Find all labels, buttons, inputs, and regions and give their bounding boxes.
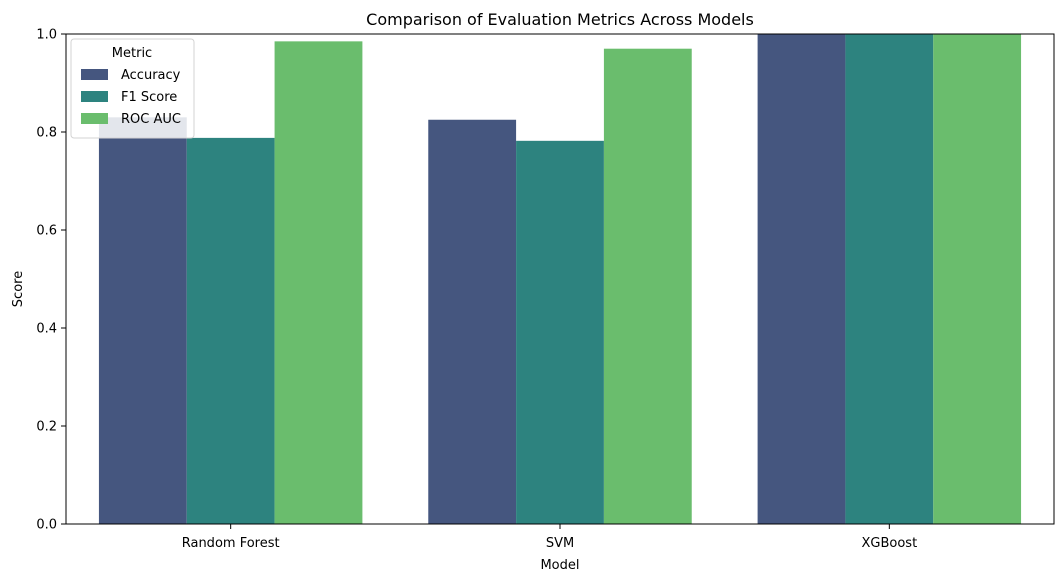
bar-roc-auc-1	[603, 48, 692, 524]
legend-swatch-accuracy	[81, 69, 108, 80]
bar-f1-score-0	[186, 137, 275, 524]
bar-roc-auc-2	[933, 34, 1022, 524]
bar-f1-score-1	[516, 140, 604, 524]
y-tick-label: 0.2	[36, 420, 57, 435]
x-tick-label: Random Forest	[182, 536, 280, 551]
legend-label: ROC AUC	[121, 112, 181, 127]
bar-f1-score-2	[845, 34, 934, 524]
chart-title: Comparison of Evaluation Metrics Across …	[366, 10, 754, 29]
legend-label: F1 Score	[121, 90, 177, 105]
bar-roc-auc-0	[274, 41, 363, 524]
y-tick-label: 1.0	[36, 28, 57, 43]
x-axis-label: Model	[540, 558, 579, 573]
legend-title: Metric	[112, 46, 152, 61]
legend-swatch-f1-score	[81, 91, 108, 102]
x-tick-label: SVM	[546, 536, 574, 551]
y-tick-label: 0.0	[36, 518, 57, 533]
y-tick-label: 0.6	[36, 224, 57, 239]
y-axis-label: Score	[11, 271, 26, 307]
legend-swatch-roc-auc	[81, 113, 108, 124]
bar-accuracy-2	[757, 34, 846, 524]
x-tick-label: XGBoost	[861, 536, 917, 551]
bar-accuracy-0	[98, 117, 187, 525]
legend: Metric Accuracy F1 Score ROC AUC	[70, 38, 195, 139]
y-tick-label: 0.8	[36, 126, 57, 141]
legend-label: Accuracy	[121, 68, 181, 83]
bar-accuracy-1	[428, 119, 517, 524]
y-tick-label: 0.4	[36, 322, 57, 337]
